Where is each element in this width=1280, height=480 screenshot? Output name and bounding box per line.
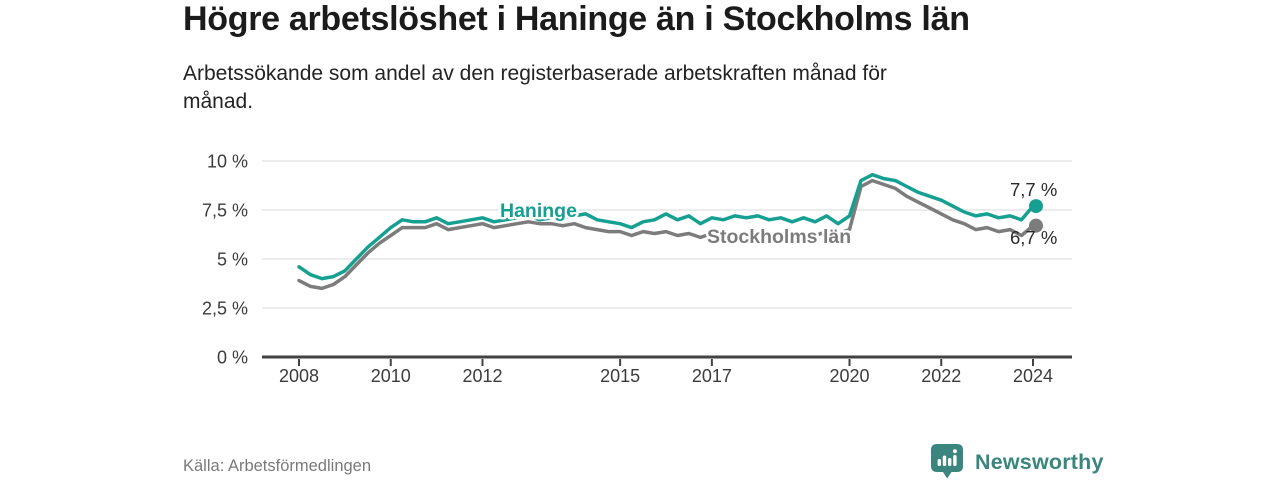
series-label-stockholms-lan: Stockholms län — [707, 226, 851, 248]
x-tick-label: 2010 — [371, 366, 411, 386]
series-line-stockholms-lan — [297, 178, 1035, 291]
series-line-haninge — [297, 172, 1035, 281]
x-tick-label: 2012 — [462, 366, 502, 386]
end-dot-stockholms-lan — [1029, 218, 1043, 233]
newsworthy-bubble-chart-icon — [931, 444, 963, 479]
chart-subtitle: Arbetssökande som andel av den registerb… — [183, 62, 887, 113]
series-label-haninge: Haninge — [500, 200, 577, 222]
y-tick-label: 2,5 % — [202, 299, 248, 319]
y-tick-label: 0 % — [217, 348, 248, 368]
x-tick-label: 2017 — [692, 366, 732, 386]
x-tick-label: 2020 — [829, 366, 869, 386]
newsworthy-wordmark: Newsworthy — [975, 449, 1104, 474]
x-tick-label: 2008 — [279, 366, 319, 386]
y-tick-label: 10 % — [207, 152, 248, 172]
x-tick-label: 2022 — [921, 366, 961, 386]
y-tick-label: 7,5 % — [202, 201, 248, 221]
x-tick-label: 2015 — [600, 366, 640, 386]
end-dot-haninge — [1029, 199, 1043, 214]
end-value-label-haninge: 7,7 % — [1010, 179, 1057, 200]
x-tick-label: 2024 — [1013, 366, 1053, 386]
chart-title: Högre arbetslöshet i Haninge än i Stockh… — [183, 0, 970, 38]
y-tick-label: 5 % — [217, 250, 248, 270]
end-value-label-stockholms-lan: 6,7 % — [1010, 227, 1057, 248]
newsworthy-logo[interactable]: Newsworthy — [931, 444, 1104, 480]
source-note: Källa: Arbetsförmedlingen — [183, 457, 372, 475]
